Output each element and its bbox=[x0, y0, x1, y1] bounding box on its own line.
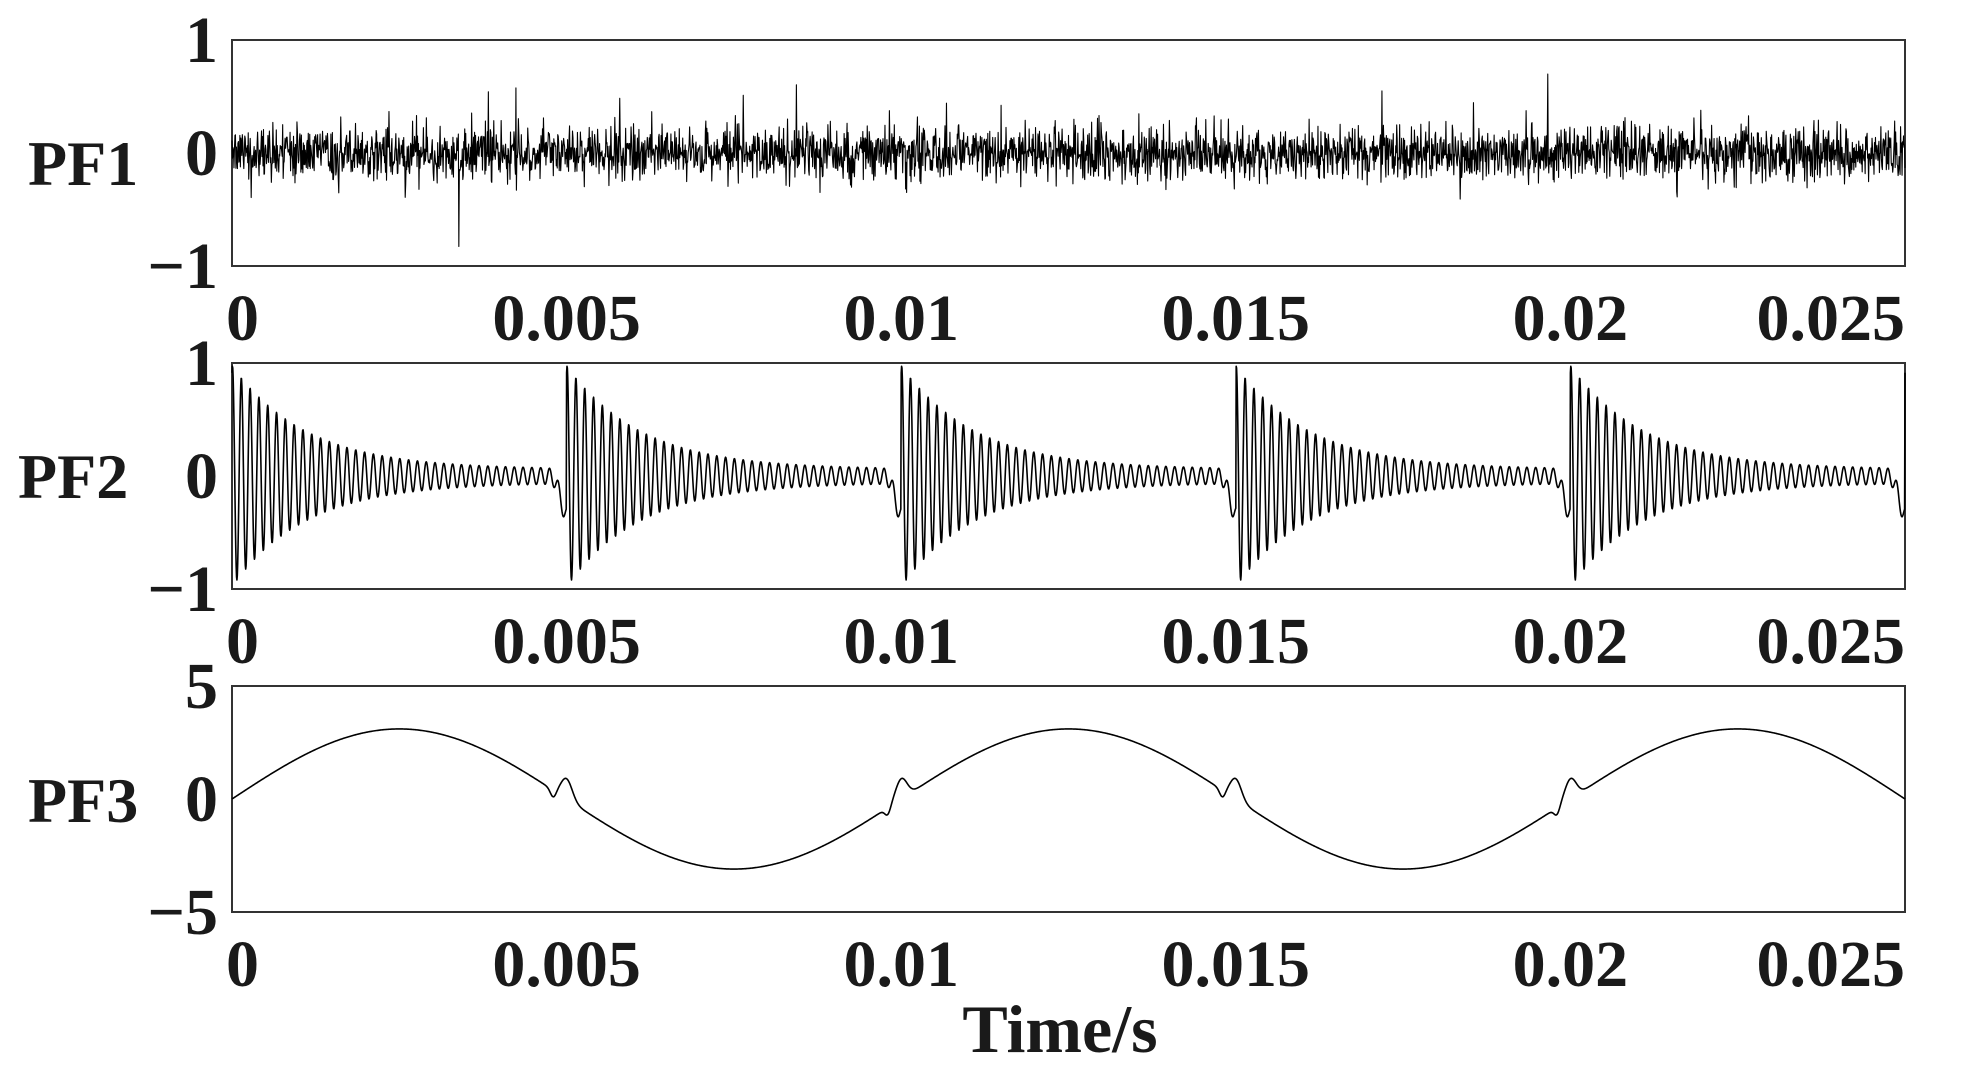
pf1-x-tick-label: 0.01 bbox=[843, 282, 959, 355]
pf1-x-tick-label: 0.005 bbox=[492, 282, 641, 355]
x-axis-title: Time/s bbox=[962, 991, 1157, 1067]
pf2-y-tick-label: 1 bbox=[185, 327, 218, 400]
pf3-y-tick-label: 0 bbox=[185, 763, 218, 836]
pf2-trace-group bbox=[231, 365, 1906, 581]
pf3-x-tick-label: 0.005 bbox=[492, 928, 641, 1001]
pf1-y-tick-label: 1 bbox=[185, 4, 218, 77]
pf1-y-tick-label: −1 bbox=[147, 230, 218, 303]
pf3-x-tick-label: 0 bbox=[226, 928, 259, 1001]
pf3-y-tick-label: −5 bbox=[147, 876, 218, 949]
pf2-plot-frame bbox=[231, 362, 1906, 590]
pf2-y-tick-label: 0 bbox=[185, 440, 218, 513]
pf3-series-line bbox=[231, 728, 1906, 870]
pf3-trace-group bbox=[231, 728, 1906, 870]
pf2-x-tick-label: 0.02 bbox=[1513, 605, 1629, 678]
pf2-x-tick-label: 0.005 bbox=[492, 605, 641, 678]
pf3-y-tick-label: 5 bbox=[185, 650, 218, 723]
pf2-x-tick-label: 0 bbox=[226, 605, 259, 678]
pf3-x-tick-label: 0.02 bbox=[1513, 928, 1629, 1001]
pf3-x-tick-label: 0.015 bbox=[1162, 928, 1311, 1001]
pf1-x-tick-label: 0 bbox=[226, 282, 259, 355]
pf3-x-tick-label: 0.01 bbox=[843, 928, 959, 1001]
pf3-x-tick-label: 0.025 bbox=[1757, 928, 1906, 1001]
pf2-y-tick-label: −1 bbox=[147, 553, 218, 626]
pf1-x-tick-label: 0.025 bbox=[1757, 282, 1906, 355]
pf3-y-label: PF3 bbox=[28, 765, 138, 836]
pf1-trace-group bbox=[231, 73, 1906, 248]
pf3-plot-frame bbox=[231, 685, 1906, 913]
pf2-x-tick-label: 0.015 bbox=[1162, 605, 1311, 678]
pf1-y-tick-label: 0 bbox=[185, 117, 218, 190]
pf2-y-label: PF2 bbox=[18, 441, 128, 512]
pf1-x-tick-label: 0.02 bbox=[1513, 282, 1629, 355]
pf1-series-line bbox=[231, 73, 1906, 248]
pf1-y-label: PF1 bbox=[28, 128, 138, 199]
pf2-series-line bbox=[231, 365, 1906, 581]
pf1-x-tick-label: 0.015 bbox=[1162, 282, 1311, 355]
pf2-x-tick-label: 0.01 bbox=[843, 605, 959, 678]
pf2-x-tick-label: 0.025 bbox=[1757, 605, 1906, 678]
